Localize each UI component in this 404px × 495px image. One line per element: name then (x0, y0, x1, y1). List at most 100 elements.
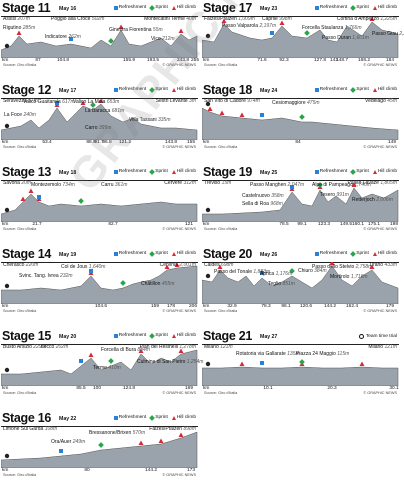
hill-climb-marker (219, 110, 225, 115)
stage-title: Stage 16 (2, 411, 52, 425)
hill-climb-icon (171, 333, 176, 338)
waypoint-label: Ora/Auer 249m (51, 439, 86, 445)
legend: Refreshment Sprint Hill climb (314, 4, 397, 11)
stage-title: Stage 13 (2, 165, 52, 179)
hill-climb-marker (174, 262, 180, 267)
legend-hill: Hill climb (171, 251, 196, 256)
waypoint-label: Châtillon 455m (141, 281, 175, 287)
start-location: San Vito di Cadore 974m (204, 98, 260, 104)
legend-sprint: Sprint (350, 86, 369, 93)
refreshment-marker (89, 269, 93, 273)
legend-label: Sprint (356, 5, 369, 10)
refreshment-marker (290, 185, 294, 189)
km-axis: km 84 149 (202, 140, 399, 146)
refreshment-marker (55, 101, 59, 105)
stage-title: Stage 15 (2, 329, 52, 343)
refreshment-icon (113, 415, 118, 420)
waypoint-label: Passo Giau 2,236m (372, 31, 404, 37)
waypoint-label: Indicatore 262m (45, 34, 81, 40)
hill-climb-marker (98, 98, 104, 103)
refreshment-marker (37, 195, 41, 199)
hill-climb-marker (178, 28, 184, 33)
stage-panel: Stage 13 May 18 Refreshment Sprint Hill clim… (1, 165, 198, 232)
waypoint-label: Col de Joux 1,640m (61, 264, 106, 270)
km-axis: km 21.7 82.7 121 (1, 222, 198, 228)
profile-area (1, 349, 198, 386)
hill-climb-icon (372, 87, 377, 92)
km-tick: 175.1 (367, 222, 381, 227)
stage-panel: Stage 19 May 25 Refreshment Sprint Hill clim… (202, 165, 399, 232)
km-tick: 92.3 (279, 58, 289, 63)
stage-header: Stage 21 May 27 Team time trial (202, 329, 399, 345)
cyclist-icon (4, 43, 10, 49)
legend-label: Hill climb (176, 5, 196, 10)
source-note: Source: Giro d'Italia (3, 145, 37, 149)
sprint-icon (149, 414, 156, 421)
sprint-icon (350, 168, 357, 175)
stage-panel: Stage 16 May 22 Refreshment Sprint Hill clim… (1, 411, 198, 478)
waypoint-label: Villa Tassani 335m (129, 117, 171, 123)
finish-location: Cervere 312m (164, 180, 196, 186)
legend-refreshment: Refreshment (113, 251, 147, 256)
legend-sprint: Sprint (149, 4, 168, 11)
source-note: Source: Giro d'Italia (3, 63, 37, 67)
waypoint-label: Bressanone/Brixen 570m (89, 430, 146, 436)
waypoint-label: Lecco 202m (41, 344, 69, 350)
stage-panel: Stage 18 May 24 Refreshment Sprint Hill clim… (202, 83, 399, 150)
legend-hill: Hill climb (171, 415, 196, 420)
credit-note: © GRAPHIC NEWS (162, 63, 196, 67)
hill-climb-marker (118, 24, 124, 29)
legend-label: Hill climb (176, 415, 196, 420)
refreshment-icon (113, 333, 118, 338)
ttt-label: Team time trial (365, 334, 397, 339)
waypoint-label: Castelnuovo 358m (242, 193, 284, 199)
km-axis-label: km (203, 386, 210, 391)
elevation-profile (1, 262, 198, 304)
waypoint-label: Poggio alla Croce 502m (51, 16, 105, 22)
legend-label: Sprint (155, 5, 168, 10)
credit-note: © GRAPHIC NEWS (162, 391, 196, 395)
finish-location: Montecatini Terme 40m (144, 16, 196, 22)
finish-location: Falzes/Pfalzen 898m (149, 426, 196, 432)
credit-note: © GRAPHIC NEWS (363, 391, 397, 395)
legend-label: Refreshment (118, 251, 147, 256)
elevation-profile (1, 188, 198, 222)
legend-refreshment: Refreshment (314, 169, 347, 174)
elevation-profile (202, 16, 399, 58)
start-location: Seravezza 57m (3, 98, 38, 104)
legend-label: Sprint (155, 169, 168, 174)
cyclist-icon (205, 207, 211, 213)
legend-refreshment: Refreshment (314, 251, 347, 256)
km-tick: 104.6 (94, 304, 108, 309)
elevation-profile (202, 101, 399, 140)
legend-label: Hill climb (176, 333, 196, 338)
km-axis: km 80 144.2 173 (1, 468, 198, 474)
km-tick: 160.1 (351, 222, 365, 227)
legend: Refreshment Sprint Hill climb (314, 168, 397, 175)
km-tick: 144.2 (144, 468, 158, 473)
waypoint-label: Valico Guaitarola 617m (23, 99, 75, 105)
elevation-profile (1, 98, 198, 140)
start-location: Falzes/Pfalzen 1,009m (204, 16, 255, 22)
cyclist-icon (4, 123, 10, 129)
sprint-marker (299, 114, 305, 120)
legend-label: Sprint (155, 415, 168, 420)
stage-header: Stage 12 May 17 Refreshment Sprint Hill clim… (1, 83, 198, 99)
km-tick: 178 (166, 304, 176, 309)
legend-label: Sprint (356, 87, 369, 92)
waypoint-label: La Foce 240m (4, 112, 36, 118)
stage-title: Stage 19 (203, 165, 253, 179)
finish-location: Tirano 433m (369, 262, 397, 268)
sprint-icon (149, 168, 156, 175)
waypoint-label: Valico La Mola 653m (73, 99, 120, 105)
waypoint-label: Sella di Roa 968m (242, 201, 283, 207)
km-axis: km 10.1 20.3 30.1 (202, 386, 399, 392)
stage-header: Stage 13 May 18 Refreshment Sprint Hill clim… (1, 165, 198, 181)
hill-climb-marker (329, 262, 335, 265)
legend-label: Refreshment (118, 333, 147, 338)
stage-header: Stage 11 May 16 Refreshment Sprint Hill clim… (1, 1, 198, 17)
start-location: Limone Sul Garda 108m (3, 426, 58, 432)
credit-note: © GRAPHIC NEWS (162, 473, 196, 477)
refreshment-icon (314, 251, 319, 256)
cyclist-icon (4, 207, 10, 213)
